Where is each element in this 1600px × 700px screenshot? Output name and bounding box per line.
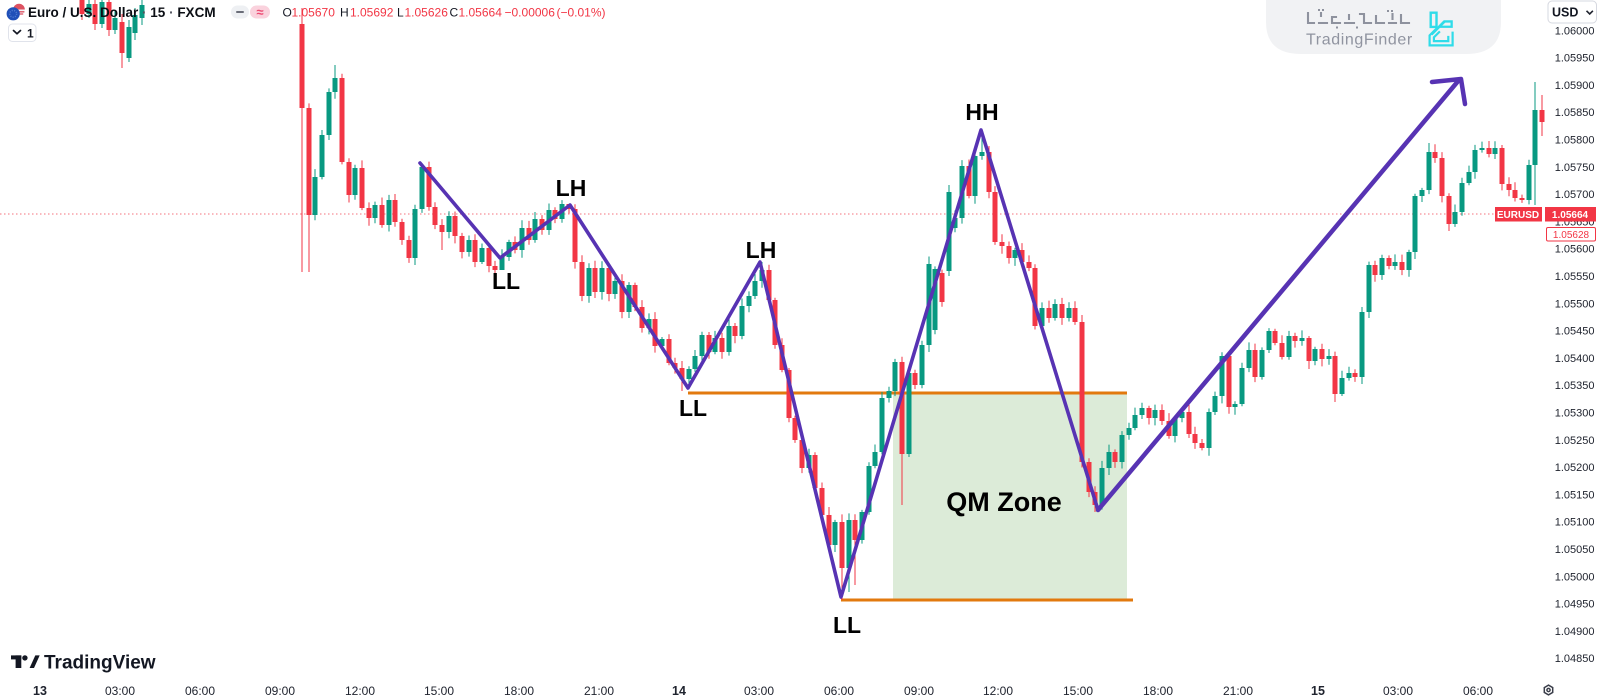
svg-text:1.05350: 1.05350 (1555, 380, 1595, 392)
svg-text:03:00: 03:00 (744, 684, 774, 698)
svg-text:15:00: 15:00 (1063, 684, 1093, 698)
svg-text:1.05900: 1.05900 (1555, 80, 1595, 92)
svg-text:1.05800: 1.05800 (1555, 135, 1595, 147)
svg-text:(−0.01%): (−0.01%) (557, 6, 606, 20)
svg-text:1.05950: 1.05950 (1555, 53, 1595, 65)
svg-text:14: 14 (672, 684, 686, 698)
svg-text:1.05400: 1.05400 (1555, 353, 1595, 365)
svg-text:Euro / U.S. Dollar · 15 · FXCM: Euro / U.S. Dollar · 15 · FXCM (28, 5, 216, 20)
svg-text:12:00: 12:00 (345, 684, 375, 698)
svg-text:LL: LL (833, 612, 861, 638)
svg-text:1: 1 (27, 27, 34, 41)
svg-text:1.05670: 1.05670 (292, 6, 336, 20)
svg-text:1.05150: 1.05150 (1555, 489, 1595, 501)
svg-text:1.05692: 1.05692 (350, 6, 394, 20)
svg-text:1.05628: 1.05628 (1553, 230, 1590, 241)
svg-text:13: 13 (33, 684, 47, 698)
svg-text:LL: LL (679, 395, 707, 421)
svg-text:LH: LH (556, 175, 587, 201)
svg-text:21:00: 21:00 (1223, 684, 1253, 698)
svg-text:1.05664: 1.05664 (1552, 210, 1589, 221)
svg-text:≈: ≈ (256, 5, 263, 20)
svg-text:TradingView: TradingView (44, 653, 156, 674)
svg-text:15:00: 15:00 (424, 684, 454, 698)
svg-text:QM Zone: QM Zone (946, 487, 1062, 517)
svg-text:1.05626: 1.05626 (405, 6, 449, 20)
svg-text:18:00: 18:00 (504, 684, 534, 698)
svg-text:HH: HH (965, 99, 998, 125)
svg-text:1.04850: 1.04850 (1555, 653, 1595, 665)
svg-text:1.05100: 1.05100 (1555, 517, 1595, 529)
svg-text:09:00: 09:00 (904, 684, 934, 698)
svg-text:EURUSD: EURUSD (1497, 210, 1539, 221)
svg-text:1.05850: 1.05850 (1555, 107, 1595, 119)
svg-text:03:00: 03:00 (1383, 684, 1413, 698)
svg-text:06:00: 06:00 (185, 684, 215, 698)
svg-text:H: H (340, 6, 349, 20)
svg-text:06:00: 06:00 (1463, 684, 1493, 698)
svg-text:1.05250: 1.05250 (1555, 435, 1595, 447)
svg-text:18:00: 18:00 (1143, 684, 1173, 698)
svg-text:03:00: 03:00 (105, 684, 135, 698)
svg-text:USD: USD (1552, 6, 1578, 20)
svg-text:1.05300: 1.05300 (1555, 408, 1595, 420)
svg-text:12:00: 12:00 (983, 684, 1013, 698)
svg-text:21:00: 21:00 (584, 684, 614, 698)
svg-text:1.05000: 1.05000 (1555, 571, 1595, 583)
svg-text:L: L (397, 6, 404, 20)
svg-text:1.06000: 1.06000 (1555, 25, 1595, 37)
svg-text:06:00: 06:00 (824, 684, 854, 698)
svg-text:09:00: 09:00 (265, 684, 295, 698)
svg-text:O: O (283, 6, 292, 20)
svg-text:1.05664: 1.05664 (459, 6, 503, 20)
svg-text:1.05500: 1.05500 (1555, 298, 1595, 310)
svg-text:15: 15 (1311, 684, 1325, 698)
svg-text:1.04900: 1.04900 (1555, 626, 1595, 638)
svg-text:1.05600: 1.05600 (1555, 244, 1595, 256)
svg-text:TradingFinder: TradingFinder (1306, 32, 1413, 49)
svg-text:−0.00006: −0.00006 (505, 6, 556, 20)
svg-text:1.05450: 1.05450 (1555, 326, 1595, 338)
svg-text:1.05550: 1.05550 (1555, 271, 1595, 283)
svg-text:1.04950: 1.04950 (1555, 599, 1595, 611)
svg-text:LL: LL (492, 268, 520, 294)
svg-text:1.05050: 1.05050 (1555, 544, 1595, 556)
svg-text:LH: LH (746, 237, 777, 263)
svg-text:1.05700: 1.05700 (1555, 189, 1595, 201)
svg-text:C: C (450, 6, 459, 20)
svg-text:1.05200: 1.05200 (1555, 462, 1595, 474)
svg-text:1.05750: 1.05750 (1555, 162, 1595, 174)
